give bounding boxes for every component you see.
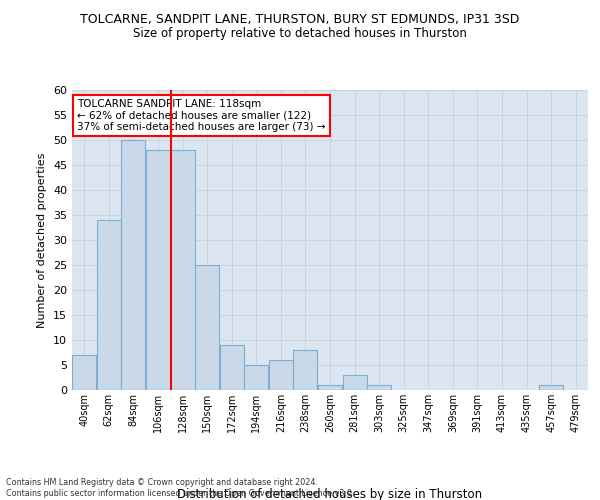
Bar <box>343 375 367 390</box>
Text: Contains HM Land Registry data © Crown copyright and database right 2024.
Contai: Contains HM Land Registry data © Crown c… <box>6 478 355 498</box>
Bar <box>220 345 244 390</box>
Bar <box>195 265 219 390</box>
Y-axis label: Number of detached properties: Number of detached properties <box>37 152 47 328</box>
X-axis label: Distribution of detached houses by size in Thurston: Distribution of detached houses by size … <box>178 488 482 500</box>
Bar <box>367 385 391 390</box>
Bar <box>269 360 293 390</box>
Text: TOLCARNE SANDPIT LANE: 118sqm
← 62% of detached houses are smaller (122)
37% of : TOLCARNE SANDPIT LANE: 118sqm ← 62% of d… <box>77 99 326 132</box>
Bar <box>244 365 268 390</box>
Bar <box>146 150 170 390</box>
Bar <box>72 355 97 390</box>
Bar <box>539 385 563 390</box>
Bar <box>97 220 121 390</box>
Bar <box>293 350 317 390</box>
Bar <box>121 140 145 390</box>
Bar <box>170 150 194 390</box>
Text: Size of property relative to detached houses in Thurston: Size of property relative to detached ho… <box>133 28 467 40</box>
Text: TOLCARNE, SANDPIT LANE, THURSTON, BURY ST EDMUNDS, IP31 3SD: TOLCARNE, SANDPIT LANE, THURSTON, BURY S… <box>80 12 520 26</box>
Bar <box>318 385 342 390</box>
